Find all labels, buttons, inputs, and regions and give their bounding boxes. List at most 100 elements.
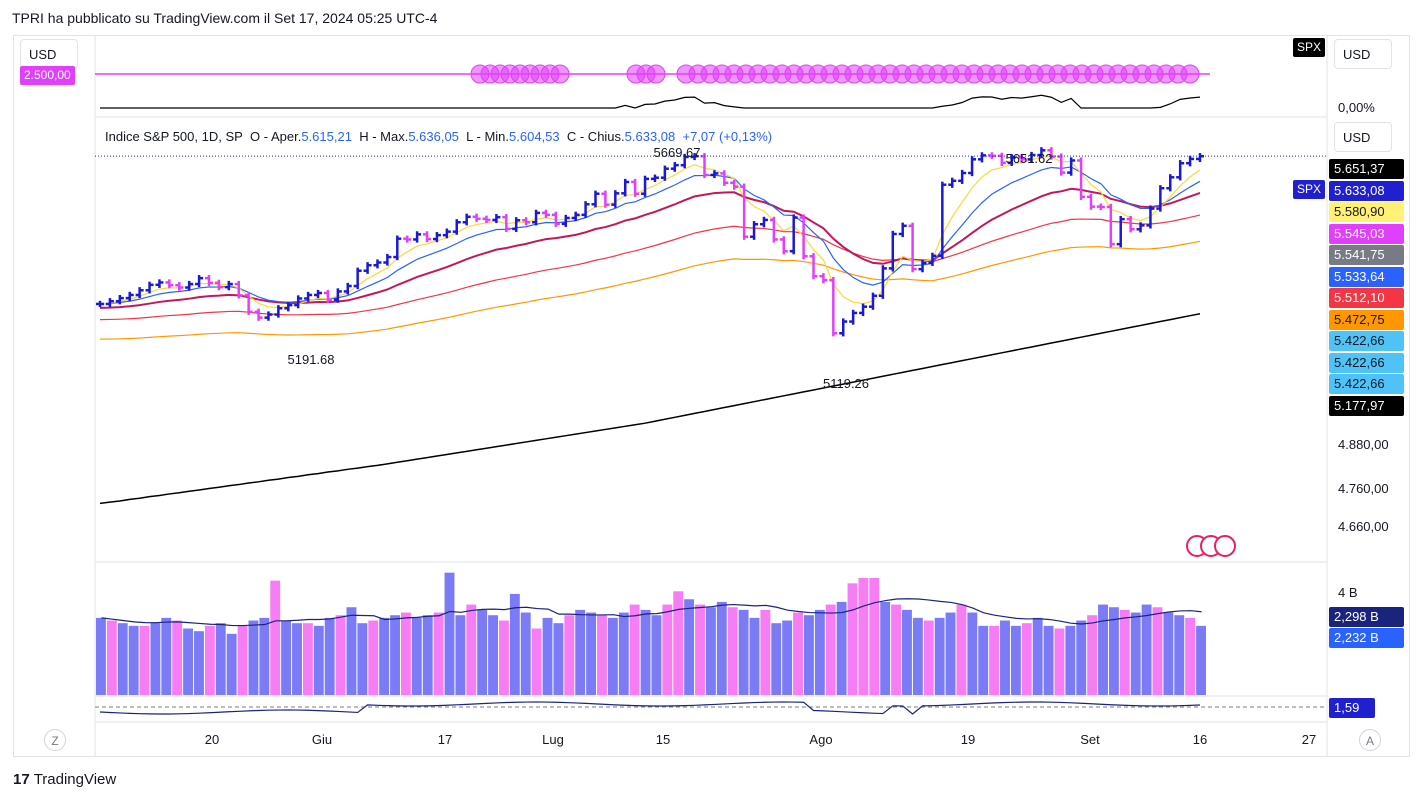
volume-bar: [912, 617, 923, 695]
volume-bar: [618, 612, 629, 695]
volume-bar: [150, 623, 161, 695]
volume-bar: [1021, 623, 1032, 695]
price-tag: 5.422,66: [1329, 331, 1404, 351]
price-axis-tick: 4.760,00: [1338, 481, 1389, 496]
legend-change: +7,07 (+0,13%): [682, 129, 773, 144]
volume-bar: [400, 612, 411, 695]
volume-bar: [117, 623, 128, 695]
volume-bar: [923, 620, 934, 695]
flag-icon[interactable]: [1214, 535, 1236, 557]
volume-bar: [172, 620, 183, 695]
price-axis-tick: 4.880,00: [1338, 437, 1389, 452]
volume-bar: [292, 623, 302, 695]
volume-bar: [433, 612, 444, 695]
volume-bar: [705, 607, 716, 695]
volume-bar: [357, 623, 368, 695]
volume-bar: [444, 572, 455, 695]
volume-bar: [814, 609, 825, 695]
volume-bar: [902, 609, 912, 695]
annotation-low-1: 5191.68: [287, 352, 335, 367]
volume-bar: [1119, 609, 1130, 695]
volume-bar: [803, 615, 814, 695]
volume-bar: [1065, 625, 1076, 695]
top-pane-axis-label: 0,00%: [1338, 100, 1375, 115]
volume-bar: [564, 615, 575, 695]
top-pane-line: [100, 94, 1201, 109]
volume-bar: [1130, 612, 1141, 695]
currency-button-main[interactable]: USD: [1334, 122, 1392, 152]
ema-orange-line: [99, 240, 1201, 340]
chart-legend: Indice S&P 500, 1D, SP O - Aper.5.615,21…: [105, 129, 772, 144]
volume-bar: [891, 604, 902, 695]
annotation-high-1: 5669.67: [653, 145, 701, 160]
volume-bar: [477, 609, 488, 695]
volume-bar: [281, 620, 292, 695]
x-axis-tick: Set: [1080, 732, 1100, 747]
volume-bar: [575, 609, 586, 695]
volume-bar: [194, 631, 204, 695]
top-pane-symbol-badge: SPX: [1293, 38, 1326, 57]
ema-blue-line: [99, 166, 1201, 305]
volume-bar: [1043, 625, 1054, 695]
tradingview-logo[interactable]: 17 TradingView: [13, 771, 116, 788]
annotation-high-2: 5651.62: [1005, 151, 1053, 166]
volume-bar: [956, 604, 967, 695]
volume-bar: [368, 620, 379, 695]
volume-bar: [466, 604, 477, 695]
legend-high-value: 5.636,05: [408, 129, 459, 144]
volume-bar: [597, 615, 607, 695]
x-axis-tick: 16: [1192, 732, 1208, 747]
volume-bar: [716, 601, 727, 695]
volume-bar: [934, 617, 945, 695]
volume-bar: [629, 604, 640, 695]
volume-bar: [1174, 615, 1185, 695]
volume-bar: [1152, 607, 1163, 695]
volume-bar: [499, 620, 509, 695]
price-tag: 5.177,97: [1329, 395, 1404, 416]
volume-bar: [869, 577, 880, 695]
volume-bar: [1108, 607, 1119, 695]
logo-mark: 17: [13, 771, 30, 788]
volume-bar: [673, 591, 684, 695]
volume-bar: [226, 633, 237, 695]
main-symbol-badge: SPX: [1293, 180, 1326, 199]
volume-bar: [531, 628, 542, 695]
x-axis-tick: 15: [655, 732, 671, 747]
legend-low-label: L - Min.: [466, 129, 510, 144]
timezone-button[interactable]: Z: [44, 729, 66, 751]
volume-bar: [640, 609, 651, 695]
price-tag: 5.580,90: [1329, 202, 1404, 222]
post-header: TPRI ha pubblicato su TradingView.com il…: [12, 10, 438, 26]
top-pane-left-label: 2.500,00: [20, 66, 75, 85]
volume-bar: [847, 583, 858, 695]
legend-close-value: 5.633,08: [624, 129, 676, 144]
volume-bar: [989, 625, 1000, 695]
volume-bar: [1196, 625, 1206, 695]
price-axis-tick: 4.660,00: [1338, 519, 1389, 534]
volume-bar: [215, 623, 226, 695]
currency-button-top-left[interactable]: USD: [20, 39, 78, 69]
volume-bar: [553, 623, 564, 695]
oscillator-line: [99, 701, 1201, 715]
volume-bar: [1141, 604, 1152, 695]
volume-bar: [379, 617, 390, 695]
volume-bar: [313, 625, 324, 695]
x-axis-tick: 19: [960, 732, 976, 747]
volume-bar: [96, 617, 106, 695]
x-axis-tick: Lug: [542, 732, 564, 747]
auto-scale-button[interactable]: A: [1359, 729, 1381, 751]
volume-bar: [302, 623, 313, 695]
price-tag: 5.422,66: [1329, 374, 1404, 394]
legend-high-label: H - Max.: [359, 129, 409, 144]
volume-bar: [738, 609, 749, 695]
volume-bar: [204, 625, 215, 695]
currency-button-top-right[interactable]: USD: [1334, 39, 1392, 69]
x-axis-tick: 20: [204, 732, 220, 747]
volume-bar: [139, 625, 150, 695]
volume-bar: [488, 615, 499, 695]
volume-bar: [324, 617, 335, 695]
price-tag: 5.533,64: [1329, 266, 1404, 287]
volume-bar: [1010, 625, 1021, 695]
volume-bar: [1163, 612, 1174, 695]
volume-bar: [858, 577, 869, 695]
